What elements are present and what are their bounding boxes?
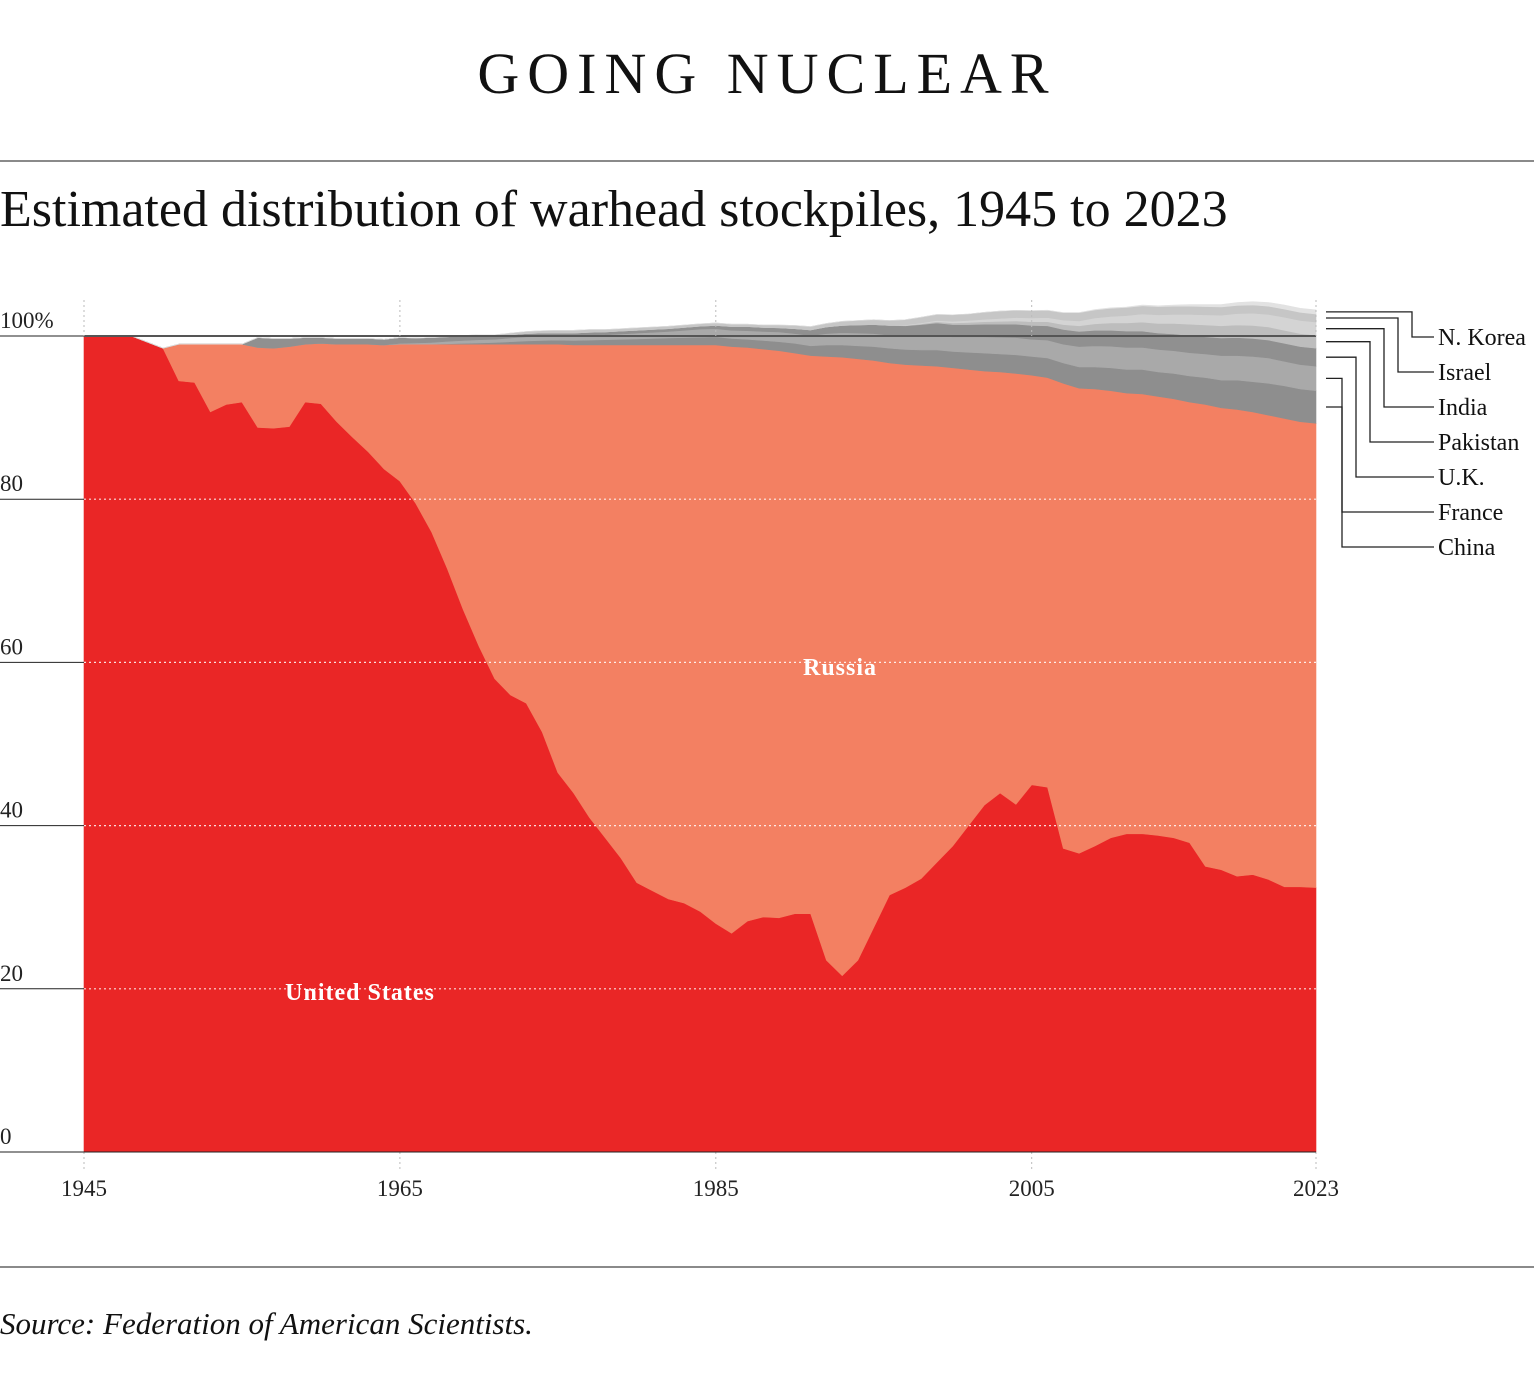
legend-label-india: India [1438,395,1488,421]
gridlines [84,498,1316,990]
legend-label-n-korea: N. Korea [1438,325,1526,351]
chart-title: GOING NUCLEAR [477,41,1057,106]
chart-subtitle: Estimated distribution of warhead stockp… [0,181,1228,238]
legend-leader-pakistan [1326,341,1434,443]
x-tick-label-1965: 1965 [377,1176,423,1201]
y-tick-label-80: 80 [0,471,23,496]
legend-label-china: China [1438,535,1496,561]
area-label-russia: Russia [803,655,877,681]
x-tick-label-2023: 2023 [1293,1176,1339,1201]
legend-leader-israel [1326,317,1434,373]
legend: N. Korea Israel India Pakistan U.K. France Chi… [1326,311,1526,561]
y-tick-label-40: 40 [0,798,23,823]
area-layers [83,301,1317,1153]
source-note: Source: Federation of American Scientist… [0,1306,533,1341]
x-tick-label-2005: 2005 [1009,1176,1055,1201]
x-tick-label-1945: 1945 [61,1176,107,1201]
legend-leader-india [1326,328,1434,408]
legend-leader-n-korea [1326,311,1434,338]
y-tick-label-0: 0 [0,1124,12,1149]
legend-label-pakistan: Pakistan [1438,430,1519,456]
stacked-area-chart: 0 20 40 60 80 100% 1945 1965 1985 2005 2023 Russi… [0,300,1526,1201]
area-labels: Russia United States [285,655,877,1006]
area-label-united-states: United States [285,980,435,1006]
y-tick-label-100: 100% [0,308,54,333]
bottom-divider [0,1266,1534,1268]
legend-label-u-k: U.K. [1438,465,1485,491]
legend-leader-u-k [1326,356,1434,478]
legend-label-france: France [1438,500,1503,526]
legend-label-israel: Israel [1438,360,1492,386]
x-tick-label-1985: 1985 [693,1176,739,1201]
legend-leader-china [1326,406,1434,548]
y-axis: 0 20 40 60 80 100% [0,308,84,1153]
top-divider [0,160,1534,162]
y-tick-label-20: 20 [0,961,23,986]
x-axis: 1945 1965 1985 2005 2023 [0,300,1339,1201]
y-tick-label-60: 60 [0,634,23,659]
